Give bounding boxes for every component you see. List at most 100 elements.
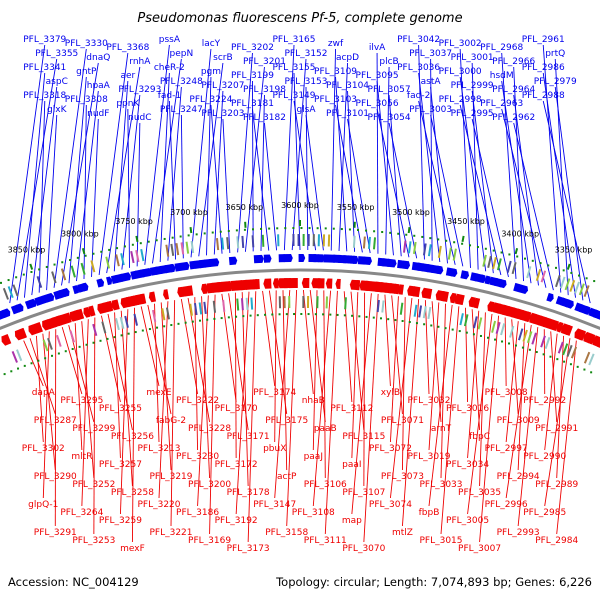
gene-label: dnaQ [86, 53, 110, 63]
ring-dot [106, 337, 109, 340]
gene-label: PFL_2991 [535, 424, 578, 434]
ring-dot [3, 373, 6, 376]
ring-dot [292, 227, 295, 230]
cog-bar [570, 346, 578, 359]
ring-dot [92, 341, 95, 344]
reverse-feature [542, 317, 551, 329]
ring-dot [577, 274, 580, 277]
ring-dot [37, 359, 40, 362]
label-leader [244, 66, 265, 252]
gene-label: PFL_3198 [243, 85, 286, 95]
gene-label: PFL_3073 [381, 472, 424, 482]
gene-label: PFL_3008 [485, 388, 528, 398]
forward-feature [106, 276, 113, 286]
cog-bar [459, 313, 464, 326]
cog-bar [562, 343, 569, 356]
gene-label: PFL_3259 [99, 516, 142, 526]
ring-dot [163, 325, 166, 328]
ring-dot [351, 314, 354, 317]
gene-label: fbpB [419, 508, 440, 518]
reverse-feature [547, 318, 560, 332]
label-leader [440, 303, 446, 479]
cog-bar [60, 268, 67, 281]
gene-label: PFL_3201 [243, 57, 286, 67]
gene-label: pepN [170, 49, 194, 59]
gene-label: PFL_2984 [535, 536, 578, 546]
label-leader [252, 108, 270, 251]
gene-label: PFL_3107 [342, 488, 385, 498]
gene-label: PFL_3103 [314, 95, 357, 105]
reverse-feature [578, 330, 587, 341]
cog-bar [130, 251, 135, 264]
ring-dot [343, 314, 346, 317]
ring-dot [71, 347, 74, 350]
ring-dot [235, 229, 238, 232]
cog-bar [70, 265, 76, 278]
cog-bar [412, 241, 417, 255]
reverse-feature [33, 322, 43, 334]
label-leader [312, 290, 332, 507]
ring-dot [554, 266, 557, 269]
forward-feature [228, 256, 238, 266]
ring-dot [379, 317, 382, 320]
gene-label: PFL_2997 [485, 444, 528, 454]
gene-label: scrB [213, 53, 233, 63]
label-leader [268, 290, 288, 415]
gene-label: glpQ-1 [28, 500, 58, 510]
forward-feature [583, 305, 591, 315]
ring-dot [85, 343, 88, 346]
gene-label: PFL_3293 [118, 85, 161, 95]
label-leader [363, 293, 379, 543]
label-leader [351, 292, 359, 459]
label-leader [237, 52, 253, 253]
reverse-feature [60, 312, 72, 325]
label-leader [513, 94, 539, 286]
cog-bar [115, 254, 120, 267]
label-leader [389, 296, 399, 443]
ring-dot [260, 227, 263, 230]
cog-bar [236, 236, 240, 249]
gene-label: PFL_3000 [439, 67, 482, 77]
forward-feature [62, 288, 70, 297]
forward-feature [298, 254, 306, 263]
reverse-feature [335, 278, 341, 290]
cog-bar [250, 297, 254, 310]
forward-feature [484, 275, 492, 285]
ring-dot [535, 351, 538, 354]
forward-feature [479, 274, 487, 284]
cog-bar [236, 298, 240, 311]
gene-label: paaI [342, 460, 361, 470]
forward-feature [120, 272, 132, 282]
ring-dot [211, 231, 214, 234]
label-leader [428, 302, 440, 451]
cog-bar [522, 329, 528, 342]
label-leader [46, 114, 58, 291]
gene-label: PFL_3070 [342, 544, 385, 554]
cog-bar [407, 241, 412, 254]
tick-label: 3750 kbp [115, 217, 153, 226]
gene-label: plcB [379, 57, 398, 67]
gene-label: PFL_2966 [492, 57, 535, 67]
cog-bar [261, 234, 265, 247]
cog-bar [422, 306, 427, 319]
cog-bar [120, 253, 125, 266]
ring-dot [437, 325, 440, 328]
forward-feature [498, 279, 507, 289]
ring-dot [423, 323, 426, 326]
label-leader [430, 86, 448, 264]
reverse-feature [19, 327, 28, 339]
label-leader [120, 310, 133, 487]
ring-dot [401, 319, 404, 322]
cog-bar [452, 248, 457, 261]
tick-label: 3450 kbp [447, 217, 485, 226]
ring-dot [421, 235, 424, 238]
label-leader [76, 90, 99, 282]
ring-dot [556, 358, 559, 361]
gene-label: PFL_3057 [368, 85, 411, 95]
label-leader [282, 290, 288, 471]
ring-dot [155, 239, 158, 242]
cog-bar [526, 266, 532, 279]
label-leader [431, 301, 442, 423]
gene-label: PFL_2993 [497, 528, 540, 538]
label-leader [424, 300, 430, 395]
